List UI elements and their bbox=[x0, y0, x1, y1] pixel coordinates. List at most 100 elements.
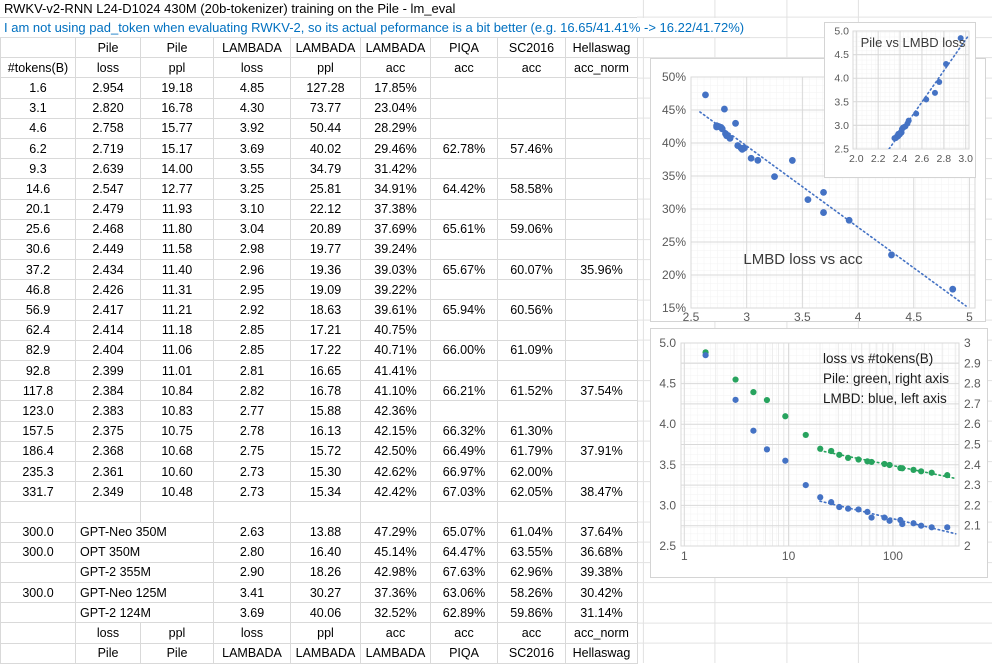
table-cell[interactable]: 37.2 bbox=[0, 259, 76, 281]
table-header-cell[interactable]: SC2016 bbox=[497, 36, 566, 59]
table-header-cell[interactable]: loss bbox=[75, 57, 141, 79]
table-cell[interactable]: 42.36% bbox=[360, 400, 431, 422]
table-header-cell[interactable] bbox=[0, 36, 76, 59]
table-cell[interactable]: 16.78 bbox=[290, 380, 361, 402]
table-cell[interactable]: 40.71% bbox=[360, 339, 431, 362]
table-cell[interactable]: 62.78% bbox=[430, 137, 498, 160]
table-cell[interactable] bbox=[565, 400, 638, 422]
table-cell[interactable]: 42.15% bbox=[360, 420, 431, 442]
table-cell[interactable]: 4.30 bbox=[213, 97, 291, 119]
table-cell[interactable]: 2.758 bbox=[75, 117, 141, 139]
table-cell[interactable]: 2.954 bbox=[75, 77, 141, 99]
table-cell[interactable]: 62.05% bbox=[497, 481, 566, 503]
table-cell[interactable]: 30.6 bbox=[0, 238, 76, 261]
table-footer-cell[interactable]: acc bbox=[430, 622, 498, 644]
table-cell[interactable]: 39.61% bbox=[360, 299, 431, 321]
table-cell[interactable]: 2.417 bbox=[75, 299, 141, 321]
table-cell[interactable]: 66.00% bbox=[430, 339, 498, 362]
table-cell[interactable]: 50.44 bbox=[290, 117, 361, 139]
table-header-cell[interactable]: acc bbox=[360, 57, 431, 79]
table-header-cell[interactable]: LAMBADA bbox=[290, 36, 361, 59]
table-cell[interactable]: 15.72 bbox=[290, 440, 361, 462]
table-cell[interactable]: 11.58 bbox=[140, 238, 214, 261]
table-cell[interactable]: 12.77 bbox=[140, 178, 214, 200]
table-cell[interactable]: 42.98% bbox=[360, 561, 431, 584]
table-cell[interactable] bbox=[497, 279, 566, 301]
table-cell[interactable]: 37.69% bbox=[360, 218, 431, 240]
table-cell[interactable]: 19.77 bbox=[290, 238, 361, 261]
table-cell[interactable]: 17.85% bbox=[360, 77, 431, 99]
table-cell[interactable] bbox=[0, 501, 76, 523]
table-cell[interactable] bbox=[430, 279, 498, 301]
table-cell[interactable] bbox=[0, 561, 76, 584]
table-cell[interactable] bbox=[290, 501, 361, 523]
table-cell[interactable] bbox=[497, 77, 566, 99]
table-cell[interactable]: 20.89 bbox=[290, 218, 361, 240]
table-cell[interactable]: 3.25 bbox=[213, 178, 291, 200]
table-cell[interactable]: 40.06 bbox=[290, 602, 361, 624]
table-cell[interactable]: 65.61% bbox=[430, 218, 498, 240]
model-name-cell[interactable]: GPT-Neo 125M bbox=[75, 582, 214, 604]
table-footer-cell[interactable]: loss bbox=[75, 622, 141, 644]
table-cell[interactable]: 2.375 bbox=[75, 420, 141, 442]
table-cell[interactable]: 11.31 bbox=[140, 279, 214, 301]
table-cell[interactable]: 62.00% bbox=[497, 460, 566, 483]
table-cell[interactable] bbox=[565, 97, 638, 119]
table-cell[interactable]: 37.36% bbox=[360, 582, 431, 604]
table-cell[interactable]: 61.09% bbox=[497, 339, 566, 362]
table-cell[interactable]: 47.29% bbox=[360, 521, 431, 543]
table-cell[interactable]: 57.46% bbox=[497, 137, 566, 160]
table-cell[interactable] bbox=[565, 158, 638, 180]
table-cell[interactable]: 61.30% bbox=[497, 420, 566, 442]
table-cell[interactable] bbox=[565, 339, 638, 362]
table-cell[interactable]: 300.0 bbox=[0, 541, 76, 563]
model-name-cell[interactable]: GPT-2 355M bbox=[75, 561, 214, 584]
table-cell[interactable]: 14.00 bbox=[140, 158, 214, 180]
table-cell[interactable]: 3.41 bbox=[213, 582, 291, 604]
table-footer-cell[interactable] bbox=[0, 642, 76, 664]
table-cell[interactable] bbox=[565, 117, 638, 139]
table-cell[interactable]: 2.96 bbox=[213, 259, 291, 281]
table-cell[interactable] bbox=[565, 460, 638, 483]
table-cell[interactable]: 62.96% bbox=[497, 561, 566, 584]
table-cell[interactable]: 82.9 bbox=[0, 339, 76, 362]
table-cell[interactable]: 2.63 bbox=[213, 521, 291, 543]
table-cell[interactable]: 2.81 bbox=[213, 359, 291, 382]
table-cell[interactable] bbox=[75, 501, 141, 523]
table-cell[interactable]: 45.14% bbox=[360, 541, 431, 563]
table-footer-cell[interactable]: ppl bbox=[290, 622, 361, 644]
table-cell[interactable]: 19.09 bbox=[290, 279, 361, 301]
table-cell[interactable]: 11.80 bbox=[140, 218, 214, 240]
table-cell[interactable]: 10.68 bbox=[140, 440, 214, 462]
table-cell[interactable]: 56.9 bbox=[0, 299, 76, 321]
table-cell[interactable] bbox=[565, 238, 638, 261]
table-cell[interactable]: 17.21 bbox=[290, 319, 361, 341]
table-cell[interactable]: 65.07% bbox=[430, 521, 498, 543]
table-cell[interactable]: 31.14% bbox=[565, 602, 638, 624]
model-name-cell[interactable]: GPT-2 124M bbox=[75, 602, 214, 624]
table-cell[interactable] bbox=[497, 158, 566, 180]
table-cell[interactable]: 16.78 bbox=[140, 97, 214, 119]
table-cell[interactable] bbox=[497, 359, 566, 382]
table-cell[interactable] bbox=[430, 501, 498, 523]
table-cell[interactable]: 58.26% bbox=[497, 582, 566, 604]
table-cell[interactable]: 2.73 bbox=[213, 460, 291, 483]
table-footer-cell[interactable]: loss bbox=[213, 622, 291, 644]
table-cell[interactable]: 11.40 bbox=[140, 259, 214, 281]
table-cell[interactable] bbox=[565, 178, 638, 200]
table-cell[interactable]: 186.4 bbox=[0, 440, 76, 462]
table-footer-cell[interactable]: LAMBADA bbox=[360, 642, 431, 664]
table-cell[interactable] bbox=[430, 77, 498, 99]
table-cell[interactable]: 4.6 bbox=[0, 117, 76, 139]
table-footer-cell[interactable]: LAMBADA bbox=[213, 642, 291, 664]
table-cell[interactable]: 41.10% bbox=[360, 380, 431, 402]
table-cell[interactable]: 34.79 bbox=[290, 158, 361, 180]
table-cell[interactable]: 29.46% bbox=[360, 137, 431, 160]
table-cell[interactable] bbox=[565, 501, 638, 523]
table-header-cell[interactable]: ppl bbox=[140, 57, 214, 79]
table-cell[interactable]: 35.96% bbox=[565, 259, 638, 281]
table-cell[interactable] bbox=[430, 117, 498, 139]
table-cell[interactable]: 92.8 bbox=[0, 359, 76, 382]
table-header-cell[interactable]: PIQA bbox=[430, 36, 498, 59]
table-cell[interactable]: 66.97% bbox=[430, 460, 498, 483]
